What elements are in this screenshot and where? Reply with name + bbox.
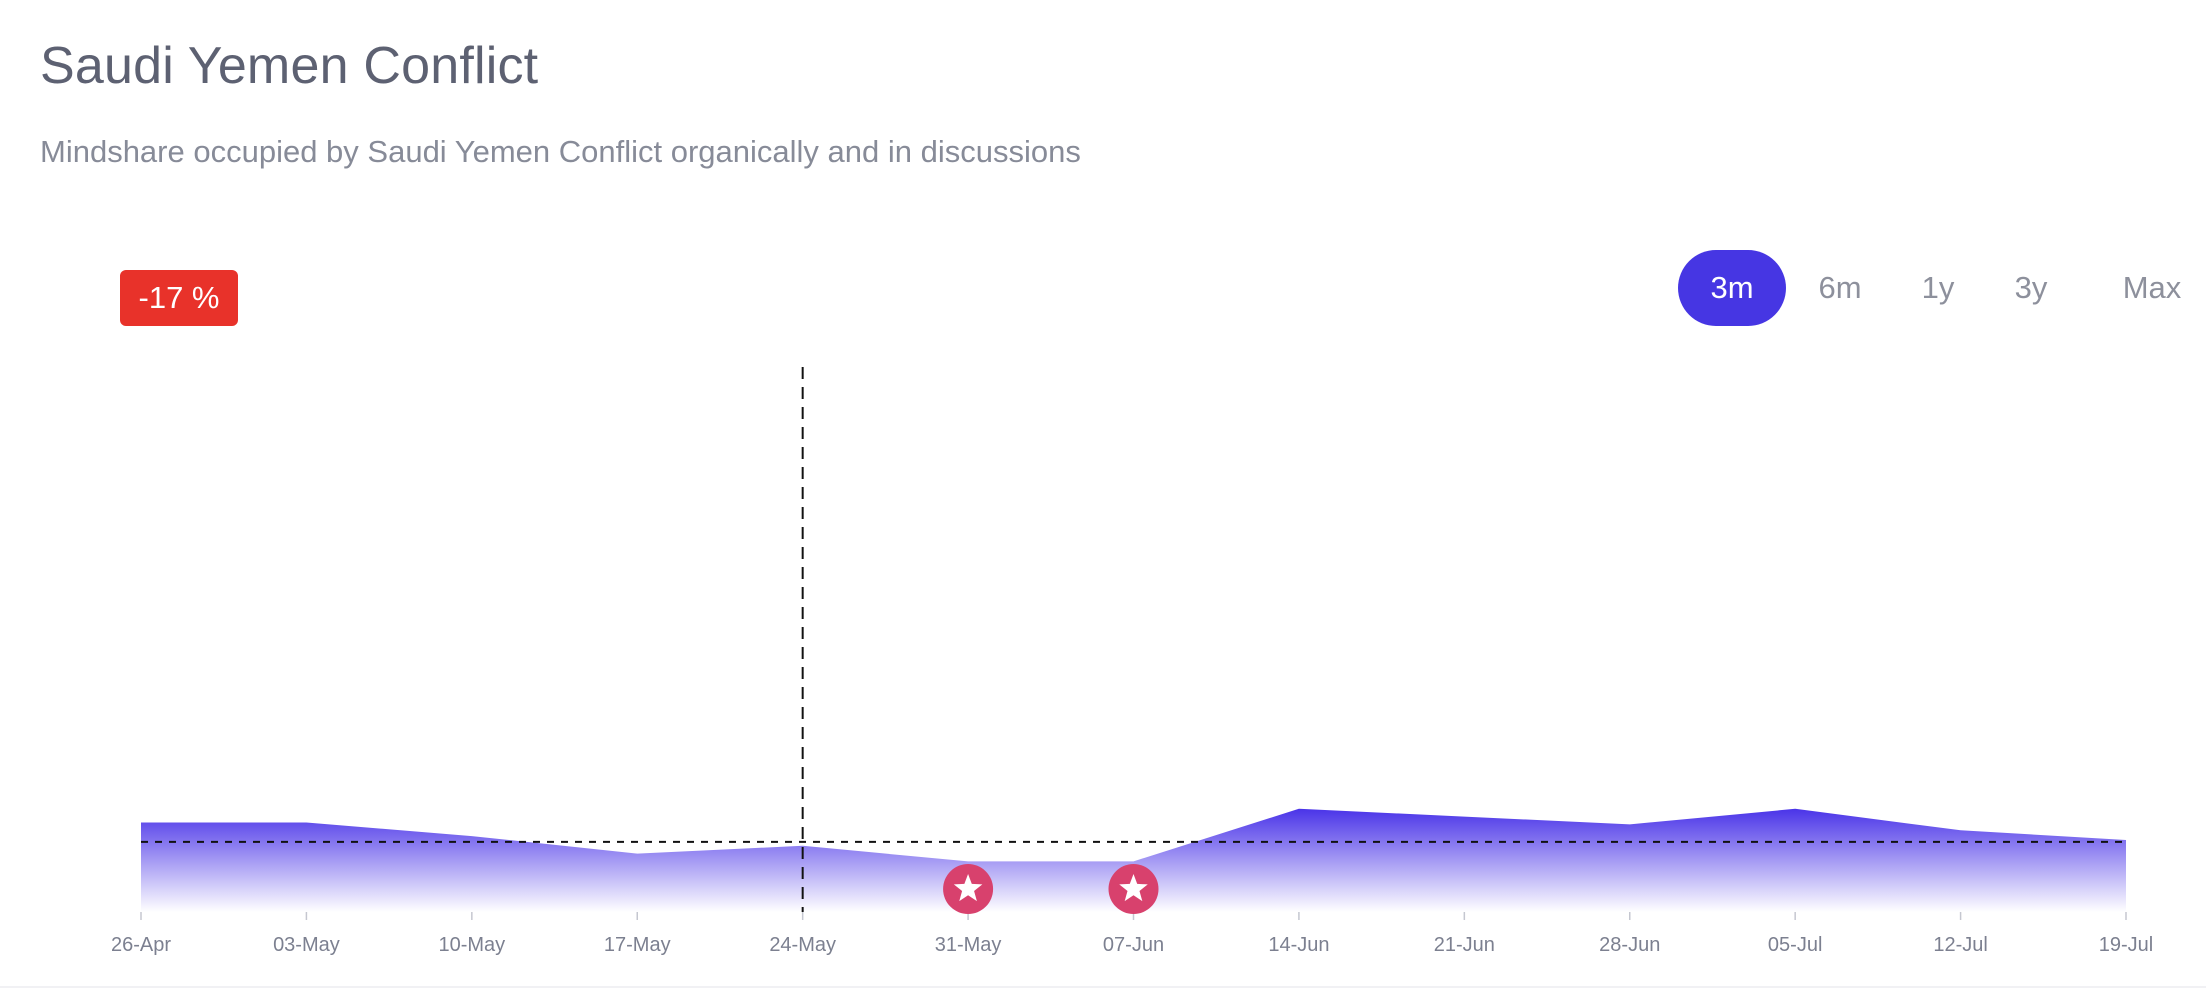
range-tab-3y[interactable]: 3y — [2014, 270, 2048, 305]
area-series — [141, 808, 2126, 912]
x-tick-label: 10-May — [438, 934, 505, 956]
data-point-19-Jul — [2124, 838, 2128, 842]
change-badge: -17 % — [120, 270, 238, 326]
data-point-05-Jul — [1793, 807, 1797, 811]
time-range-selector: 3m 6m 1y 3y Max — [1678, 250, 2198, 326]
star-icon — [1119, 874, 1148, 902]
data-point-14-Jun — [1297, 807, 1301, 811]
data-point-03-May — [304, 821, 308, 825]
data-point-26-Apr — [139, 821, 143, 825]
x-tick-label: 21-Jun — [1434, 934, 1495, 956]
data-point-07-Jun — [1132, 859, 1136, 863]
event-marker[interactable] — [943, 864, 994, 914]
data-point-21-Jun — [1462, 815, 1466, 819]
x-tick-label: 12-Jul — [1933, 934, 1987, 956]
x-tick-label: 19-Jul — [2099, 934, 2153, 956]
chart-title: Saudi Yemen Conflict — [40, 37, 539, 95]
x-tick-label: 07-Jun — [1103, 934, 1164, 956]
data-point-17-May — [635, 852, 639, 856]
x-tick-label: 03-May — [273, 934, 340, 956]
chart-subtitle: Mindshare occupied by Saudi Yemen Confli… — [40, 134, 1081, 169]
x-tick-label: 05-Jul — [1768, 934, 1822, 956]
x-tick-label: 14-Jun — [1268, 934, 1329, 956]
range-tab-6m[interactable]: 6m — [1818, 270, 1862, 305]
range-tab-1y[interactable]: 1y — [1921, 270, 1955, 305]
data-point-31-May — [966, 859, 970, 863]
x-tick-label: 26-Apr — [111, 934, 171, 956]
data-point-12-Jul — [1959, 828, 1963, 832]
star-icon — [953, 874, 983, 902]
range-tab-max[interactable]: Max — [2122, 270, 2182, 305]
data-point-28-Jun — [1628, 822, 1632, 826]
x-tick-label: 24-May — [769, 934, 836, 956]
x-tick-label: 28-Jun — [1599, 934, 1660, 956]
bottom-divider — [0, 986, 2206, 988]
x-tick-label: 31-May — [935, 934, 1002, 956]
x-tick-label: 17-May — [604, 934, 671, 956]
event-marker[interactable] — [1108, 864, 1159, 914]
range-tab-3m[interactable]: 3m — [1678, 250, 1786, 326]
data-point-10-May — [470, 834, 474, 838]
